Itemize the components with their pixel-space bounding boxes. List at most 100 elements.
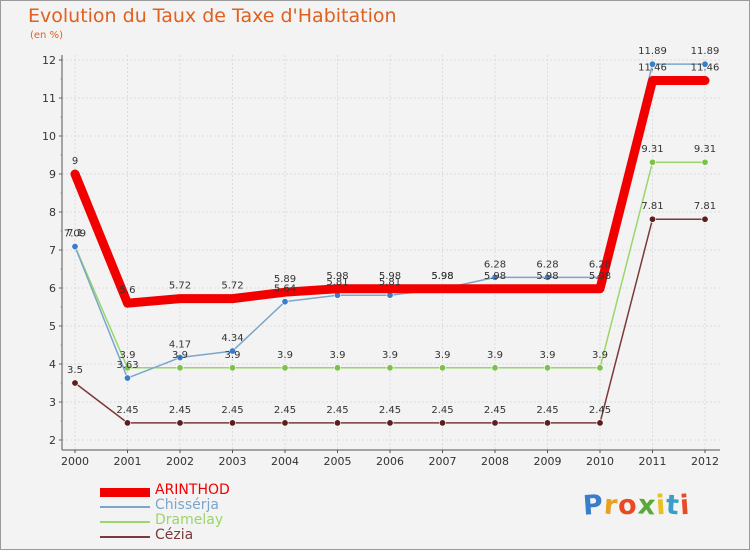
x-tick-label: 2004	[271, 455, 299, 468]
series-0-data-label: 5.72	[221, 281, 243, 292]
series-1-data-label: 6.28	[484, 259, 506, 270]
series-0-data-label: 5.98	[431, 271, 453, 282]
series-3-point	[386, 419, 394, 427]
logo-letter: o	[617, 489, 639, 522]
series-1-point	[229, 347, 237, 355]
series-1-data-label: 4.17	[169, 340, 191, 351]
series-0-data-label: 11.46	[638, 63, 667, 74]
y-tick-label: 5	[49, 320, 56, 333]
x-tick-label: 2012	[691, 455, 719, 468]
series-2-data-label: 3.9	[540, 350, 556, 361]
series-1-data-label: 3.63	[116, 360, 138, 371]
x-tick-label: 2010	[586, 455, 614, 468]
series-2-point	[438, 364, 446, 372]
series-1-data-label: 5.81	[379, 277, 401, 288]
series-2-data-label: 3.9	[592, 350, 608, 361]
y-tick-label: 10	[42, 130, 56, 143]
logo-letter: P	[581, 489, 605, 522]
series-2-point	[176, 364, 184, 372]
series-2-data-label: 3.9	[382, 350, 398, 361]
series-2-data-label: 3.9	[330, 350, 346, 361]
series-2-data-label: 3.9	[435, 350, 451, 361]
series-0-data-label: 9	[72, 156, 78, 167]
x-tick-label: 2009	[534, 455, 562, 468]
x-tick-label: 2007	[429, 455, 457, 468]
series-3-data-label: 2.45	[589, 405, 611, 416]
series-2-point	[596, 364, 604, 372]
series-0-data-label: 11.46	[691, 63, 720, 74]
series-0-data-label: 5.98	[484, 271, 506, 282]
legend-swatch	[100, 536, 150, 538]
logo-letter: i	[679, 489, 692, 522]
x-tick-label: 2001	[114, 455, 142, 468]
series-3-data-label: 2.45	[536, 405, 558, 416]
series-0-data-label: 5.98	[379, 271, 401, 282]
series-2-point	[701, 158, 709, 166]
legend-label: Chissérja	[155, 497, 219, 513]
series-2-point	[124, 364, 132, 372]
series-2-data-label: 7.1	[67, 228, 83, 239]
series-3-point	[596, 419, 604, 427]
series-2-data-label: 3.9	[172, 350, 188, 361]
series-1-data-label: 11.89	[638, 46, 667, 57]
chart-title: Evolution du Taux de Taxe d'Habitation	[28, 5, 397, 27]
series-3-data-label: 2.45	[484, 405, 506, 416]
legend-swatch	[100, 521, 150, 523]
series-3-data-label: 2.45	[326, 405, 348, 416]
series-0-data-label: 5.89	[274, 274, 296, 285]
series-2-point	[491, 364, 499, 372]
series-1-data-label: 6.28	[536, 259, 558, 270]
series-1-point	[648, 60, 656, 68]
series-3-point	[176, 419, 184, 427]
y-tick-label: 12	[42, 54, 56, 67]
legend-label: Cézia	[155, 527, 194, 543]
series-3-data-label: 7.81	[694, 201, 716, 212]
series-2-data-label: 3.9	[487, 350, 503, 361]
series-1-data-label: 4.34	[221, 333, 243, 344]
y-tick-label: 6	[49, 282, 56, 295]
y-tick-label: 11	[42, 92, 56, 105]
y-tick-label: 7	[49, 244, 56, 257]
x-tick-label: 2011	[639, 455, 667, 468]
series-3-point	[438, 419, 446, 427]
series-1-data-label: 7.09	[64, 229, 86, 240]
series-3-point	[229, 419, 237, 427]
series-1-point	[176, 354, 184, 362]
series-1-data-label: 5.98	[431, 271, 453, 282]
legend-swatch	[100, 487, 150, 497]
series-3-point	[648, 215, 656, 223]
y-tick-label: 9	[49, 168, 56, 181]
series-3-point	[543, 419, 551, 427]
series-3-point	[491, 419, 499, 427]
series-3-data-label: 2.45	[431, 405, 453, 416]
series-3-data-label: 3.5	[67, 365, 83, 376]
x-tick-label: 2005	[324, 455, 352, 468]
series-2-data-label: 9.31	[641, 144, 663, 155]
legend-swatch	[100, 506, 150, 508]
series-3-data-label: 2.45	[221, 405, 243, 416]
proxiti-logo: Proxiti	[581, 489, 692, 522]
series-2-data-label: 9.31	[694, 144, 716, 155]
data-labels: 9 5.6 5.72 5.72 5.89 5.98 5.98 5.98 5.98 5.98 5.98…	[64, 46, 719, 416]
series-1-point	[124, 374, 132, 382]
grid-lines	[62, 55, 720, 450]
series-1-point	[491, 273, 499, 281]
legend-label: ARINTHOD	[155, 482, 230, 498]
series-3-data-label: 2.45	[379, 405, 401, 416]
logo-letter: x	[636, 489, 658, 522]
series-0-data-label: 5.98	[326, 271, 348, 282]
series-3-point	[701, 215, 709, 223]
series-2-point	[543, 364, 551, 372]
y-tick-label: 4	[49, 358, 56, 371]
series-3-data-label: 2.45	[116, 405, 138, 416]
y-tick-label: 8	[49, 206, 56, 219]
series-2-point	[648, 158, 656, 166]
series-2-point	[229, 364, 237, 372]
y-tick-label: 3	[49, 396, 56, 409]
series-3-data-label: 2.45	[274, 405, 296, 416]
series-2-point	[333, 364, 341, 372]
series-3-data-label: 2.45	[169, 405, 191, 416]
series-1-data-label: 5.81	[326, 277, 348, 288]
